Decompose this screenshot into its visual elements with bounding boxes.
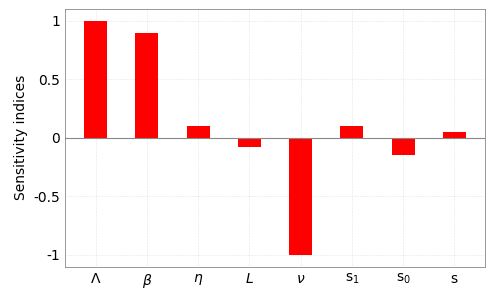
Bar (392, 138, 414, 155)
Bar (289, 138, 312, 255)
Bar (442, 132, 466, 138)
Bar (238, 138, 261, 147)
Bar (84, 21, 108, 138)
Bar (340, 126, 363, 138)
Bar (186, 126, 210, 138)
Bar (136, 32, 158, 138)
Y-axis label: Sensitivity indices: Sensitivity indices (14, 75, 28, 201)
